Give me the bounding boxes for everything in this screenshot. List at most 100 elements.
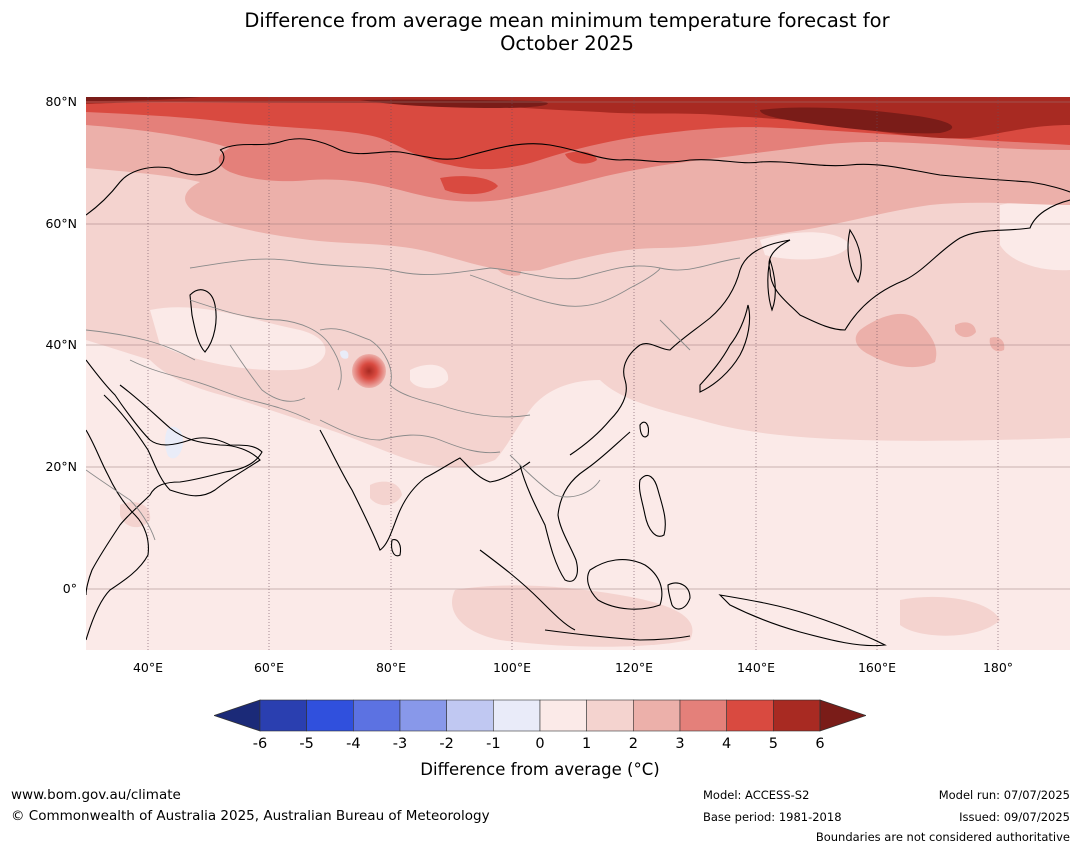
coastline-kamchatka xyxy=(847,228,862,284)
colorbar-tick-label: 0 xyxy=(535,736,544,752)
colorbar-tick-label: -5 xyxy=(299,736,313,752)
map-title-line-2: October 2025 xyxy=(500,32,634,55)
anomaly-2-3-pocket xyxy=(495,260,521,276)
anomaly-hotspot xyxy=(352,354,386,388)
border-central-asia xyxy=(189,299,342,391)
colorbar-tick-label: 6 xyxy=(815,736,824,752)
colorbar-swatch xyxy=(633,699,681,732)
border-middle-east xyxy=(129,359,311,421)
colorbar-high-arrow xyxy=(819,699,866,732)
map-title: Difference from average mean minimum tem… xyxy=(0,9,1081,55)
colorbar-swatches xyxy=(214,699,866,732)
coastline-africa xyxy=(86,429,149,641)
base-period: Base period: 1981-2018 xyxy=(703,810,842,824)
coastlines xyxy=(86,138,1070,647)
longitude-label: 160°E xyxy=(858,660,896,675)
colorbar-low-arrow xyxy=(214,699,261,732)
colorbar-tick-label: 2 xyxy=(629,736,638,752)
colorbar-swatch xyxy=(726,699,774,732)
colorbar-swatch xyxy=(306,699,354,732)
coastline-borneo xyxy=(587,559,663,610)
map-title-line-1: Difference from average mean minimum tem… xyxy=(244,9,890,32)
colorbar-tick-label: -6 xyxy=(253,736,267,752)
coastline-sakhalin xyxy=(767,257,776,312)
latitude-label: 20°N xyxy=(45,459,77,474)
longitude-label: 60°E xyxy=(254,660,284,675)
latitude-label: 80°N xyxy=(45,94,77,109)
model-run-date: Model run: 07/07/2025 xyxy=(938,788,1070,802)
colorbar-swatch xyxy=(773,699,821,732)
border-russia-south xyxy=(189,257,741,280)
coastline-philippines xyxy=(638,475,666,537)
colorbar-swatch xyxy=(259,699,307,732)
coastline-sulawesi xyxy=(667,582,691,610)
issued-date: Issued: 09/07/2025 xyxy=(959,810,1070,824)
anomaly-4-5-pocket xyxy=(440,176,498,195)
colorbar-label: Difference from average (°C) xyxy=(420,760,660,779)
border-africa-horn xyxy=(86,469,156,541)
border-mainland-sea xyxy=(509,454,601,498)
colorbar-swatch xyxy=(353,699,401,732)
longitude-label: 120°E xyxy=(615,660,653,675)
coastline-arabia xyxy=(103,384,261,497)
longitude-label: 100°E xyxy=(493,660,531,675)
forecast-map: 80°N 60°N 40°N 20°N 0° 40°E 60°E 80°E 100°E 120°E… xyxy=(45,94,1070,675)
longitude-label: 80°E xyxy=(376,660,406,675)
boundary-disclaimer: Boundaries are not considered authoritat… xyxy=(815,830,1070,844)
border-china-west xyxy=(319,328,531,418)
colorbar-tick-label: -3 xyxy=(393,736,407,752)
latitude-label: 0° xyxy=(63,581,77,596)
anomaly-1-2-pocket xyxy=(900,596,1000,636)
anomaly-above-6-region xyxy=(86,97,200,101)
anomaly-0-1-pocket xyxy=(760,232,850,260)
anomaly-cool-spot xyxy=(165,426,184,459)
coastline-sea-peninsula xyxy=(519,431,631,582)
coastline-sri-lanka xyxy=(391,539,402,557)
colorbar-swatch xyxy=(586,699,634,732)
colorbar-tick-label: -2 xyxy=(439,736,453,752)
longitude-label: 40°E xyxy=(133,660,163,675)
anomaly-5-6-region xyxy=(86,97,1070,139)
colorbar-tick-label: -1 xyxy=(486,736,500,752)
website-link[interactable]: www.bom.gov.au/climate xyxy=(11,787,181,803)
anomaly-0-1-pocket xyxy=(1000,200,1070,271)
anomaly-above-6-region xyxy=(360,99,548,108)
longitude-label: 140°E xyxy=(737,660,775,675)
border-mongolia xyxy=(469,267,661,307)
coastline-arctic xyxy=(219,138,1070,193)
anomaly-2-3-pocket xyxy=(855,313,937,368)
coastline-java xyxy=(544,629,691,641)
border-turkey xyxy=(86,329,196,361)
anomaly-2-3-pocket xyxy=(989,337,1005,352)
coastline-new-guinea xyxy=(718,594,887,647)
coastline-india xyxy=(319,429,531,551)
anomaly-1-2-pocket xyxy=(370,481,402,506)
colorbar-swatch xyxy=(679,699,727,732)
coastline-south-asia xyxy=(86,359,263,596)
latitude-label: 40°N xyxy=(45,337,77,352)
colorbar-swatch xyxy=(493,699,541,732)
colorbar-tick-label: 5 xyxy=(769,736,778,752)
anomaly-above-6-region xyxy=(760,107,953,134)
coastline-japan xyxy=(699,304,751,393)
border-india-north xyxy=(319,419,501,454)
colorbar-swatch xyxy=(539,699,587,732)
coastline-caspian xyxy=(189,289,217,353)
colorbar-tick-label: 3 xyxy=(675,736,684,752)
coastline-pacific xyxy=(569,199,1070,456)
coastline-europe-west xyxy=(86,149,225,216)
border-iran-afghanistan xyxy=(229,344,306,402)
colorbar-swatch xyxy=(399,699,447,732)
border-korea xyxy=(659,319,691,351)
map-plot-area xyxy=(86,97,1070,650)
colorbar-tick-label: 1 xyxy=(582,736,591,752)
colorbar-ticks: -6 -5 -4 -3 -2 -1 0 1 2 3 4 5 6 xyxy=(253,736,825,752)
coastline-sumatra xyxy=(479,549,576,631)
latitude-label: 60°N xyxy=(45,216,77,231)
anomaly-2-3-pocket xyxy=(955,322,976,338)
country-borders xyxy=(86,257,741,541)
colorbar-tick-label: -4 xyxy=(346,736,360,752)
map-graticule xyxy=(86,97,1070,650)
colorbar-swatch xyxy=(446,699,494,732)
colorbar: -6 -5 -4 -3 -2 -1 0 1 2 3 4 5 6 xyxy=(214,699,866,752)
